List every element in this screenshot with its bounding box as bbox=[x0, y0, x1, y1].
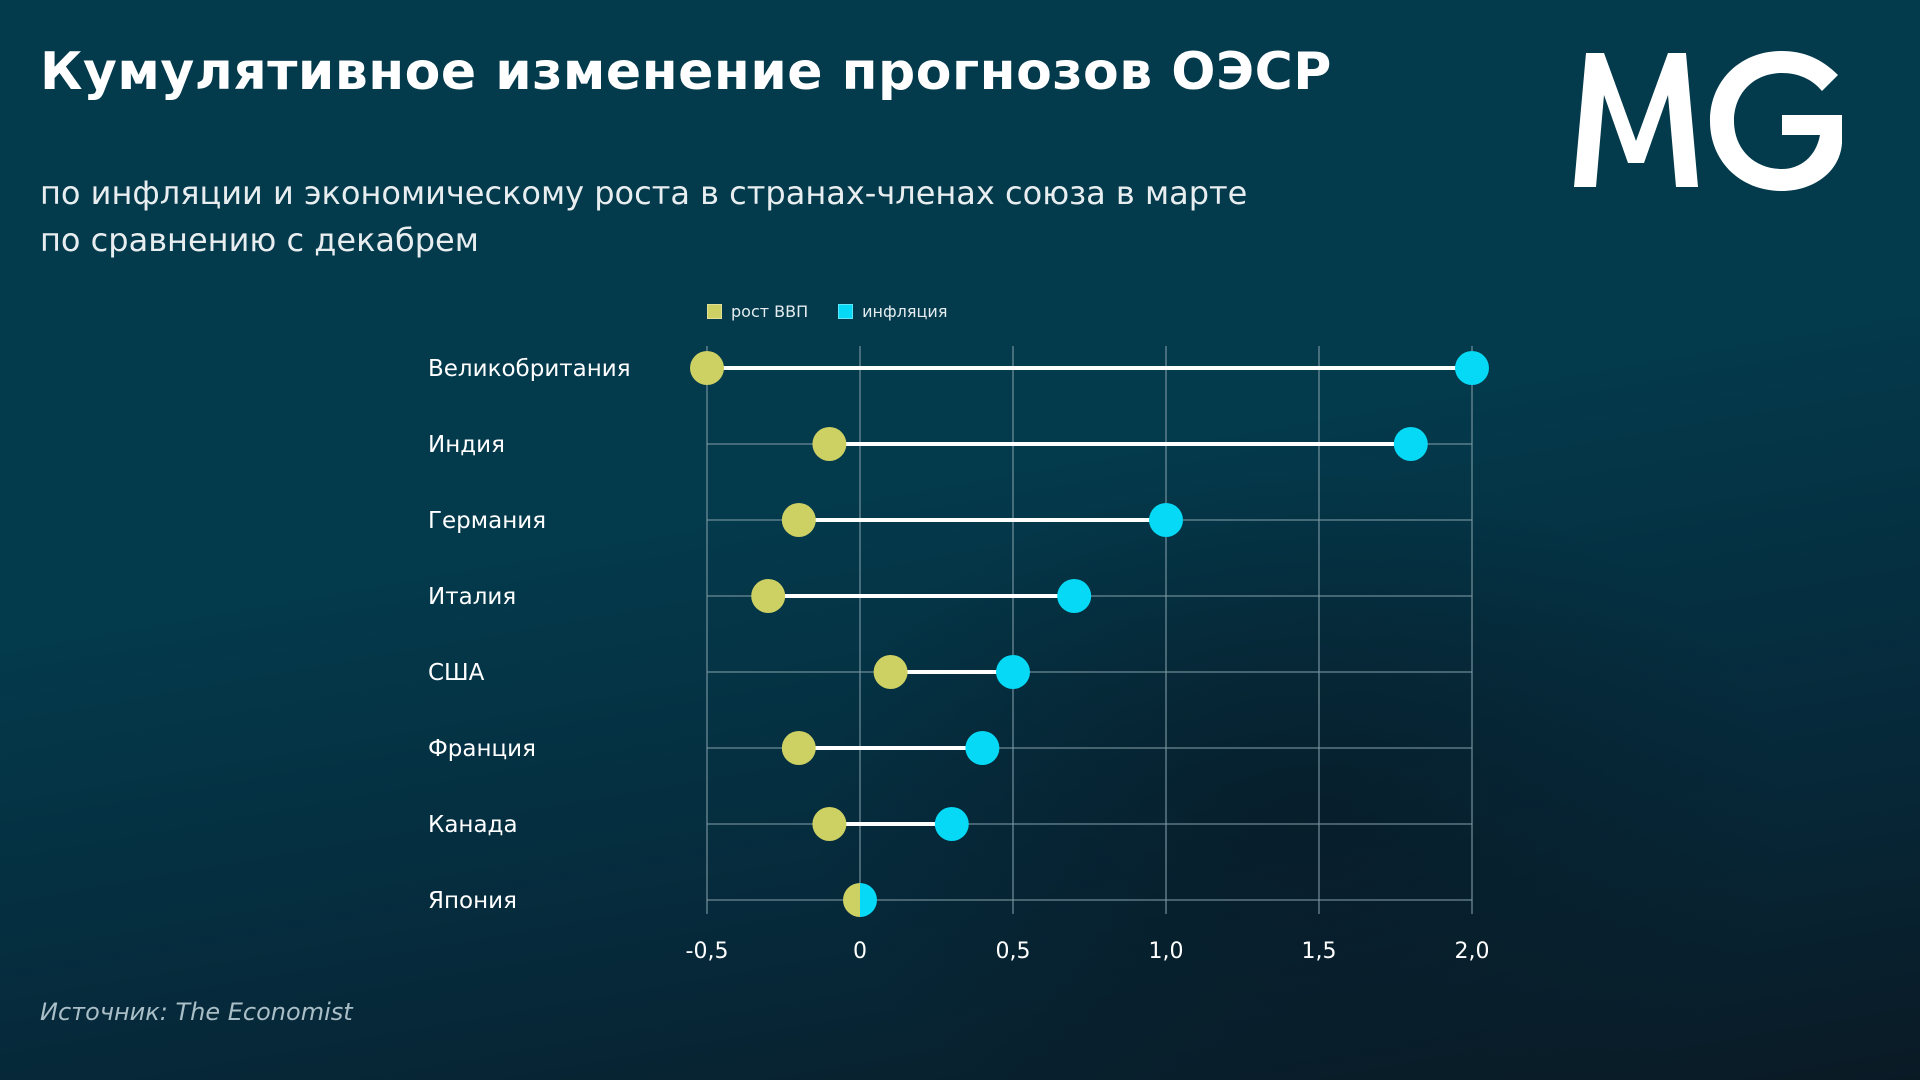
inflation-point bbox=[1393, 427, 1428, 461]
legend-label-gdp: рост ВВП bbox=[731, 302, 809, 321]
country-label: Япония bbox=[428, 888, 517, 914]
inflation-point bbox=[965, 731, 1000, 765]
gdp-point bbox=[781, 503, 816, 537]
country-label: Германия bbox=[428, 508, 546, 534]
x-axis-ticks: -0,5 0 0,5 1,0 1,5 2,0 bbox=[686, 939, 1490, 964]
inflation-point bbox=[934, 807, 969, 841]
inflation-point bbox=[860, 883, 877, 917]
legend-swatch-gdp bbox=[707, 304, 722, 319]
chart-title: Кумулятивное изменение прогнозов ОЭСР bbox=[40, 42, 1332, 102]
country-label: Индия bbox=[428, 432, 505, 458]
mg-logo: MG bbox=[1574, 51, 1842, 191]
country-label: Канада bbox=[428, 812, 518, 838]
subtitle-line-2: по сравнению с декабрем bbox=[40, 221, 479, 259]
gdp-point bbox=[873, 655, 908, 689]
legend-item-gdp: рост ВВП bbox=[707, 302, 808, 321]
x-tick-label: 1,5 bbox=[1302, 939, 1337, 964]
chart-subtitle: по инфляции и экономическому роста в стр… bbox=[40, 170, 1460, 264]
x-tick-label: 2,0 bbox=[1455, 939, 1490, 964]
legend-swatch-inflation bbox=[838, 304, 854, 319]
country-label: Франция bbox=[428, 736, 536, 762]
gdp-point bbox=[781, 731, 816, 765]
country-label: Великобритания bbox=[428, 356, 631, 382]
legend-item-inflation: инфляция bbox=[838, 302, 947, 321]
source-note: Источник: The Economist bbox=[40, 998, 353, 1026]
legend-label-inflation: инфляция bbox=[862, 302, 948, 321]
gdp-point bbox=[812, 427, 847, 461]
inflation-point bbox=[996, 655, 1030, 689]
chart-legend: рост ВВП инфляция bbox=[707, 302, 977, 321]
gdp-point bbox=[751, 579, 786, 613]
gdp-point bbox=[843, 883, 860, 917]
chart-rows: Великобритания Индия Германия Италия США Фран… bbox=[428, 351, 1489, 917]
inflation-point bbox=[1057, 579, 1092, 613]
inflation-point bbox=[1149, 503, 1183, 537]
x-tick-label: 1,0 bbox=[1149, 939, 1184, 964]
country-label: США bbox=[428, 660, 485, 686]
subtitle-line-1: по инфляции и экономическому роста в стр… bbox=[40, 174, 1248, 212]
inflation-point bbox=[1455, 351, 1489, 385]
gdp-point bbox=[812, 807, 847, 841]
x-tick-label: 0 bbox=[853, 939, 867, 964]
x-tick-label: 0,5 bbox=[996, 939, 1031, 964]
x-tick-label: -0,5 bbox=[686, 939, 729, 964]
gdp-point bbox=[690, 351, 724, 385]
country-label: Италия bbox=[428, 584, 516, 610]
